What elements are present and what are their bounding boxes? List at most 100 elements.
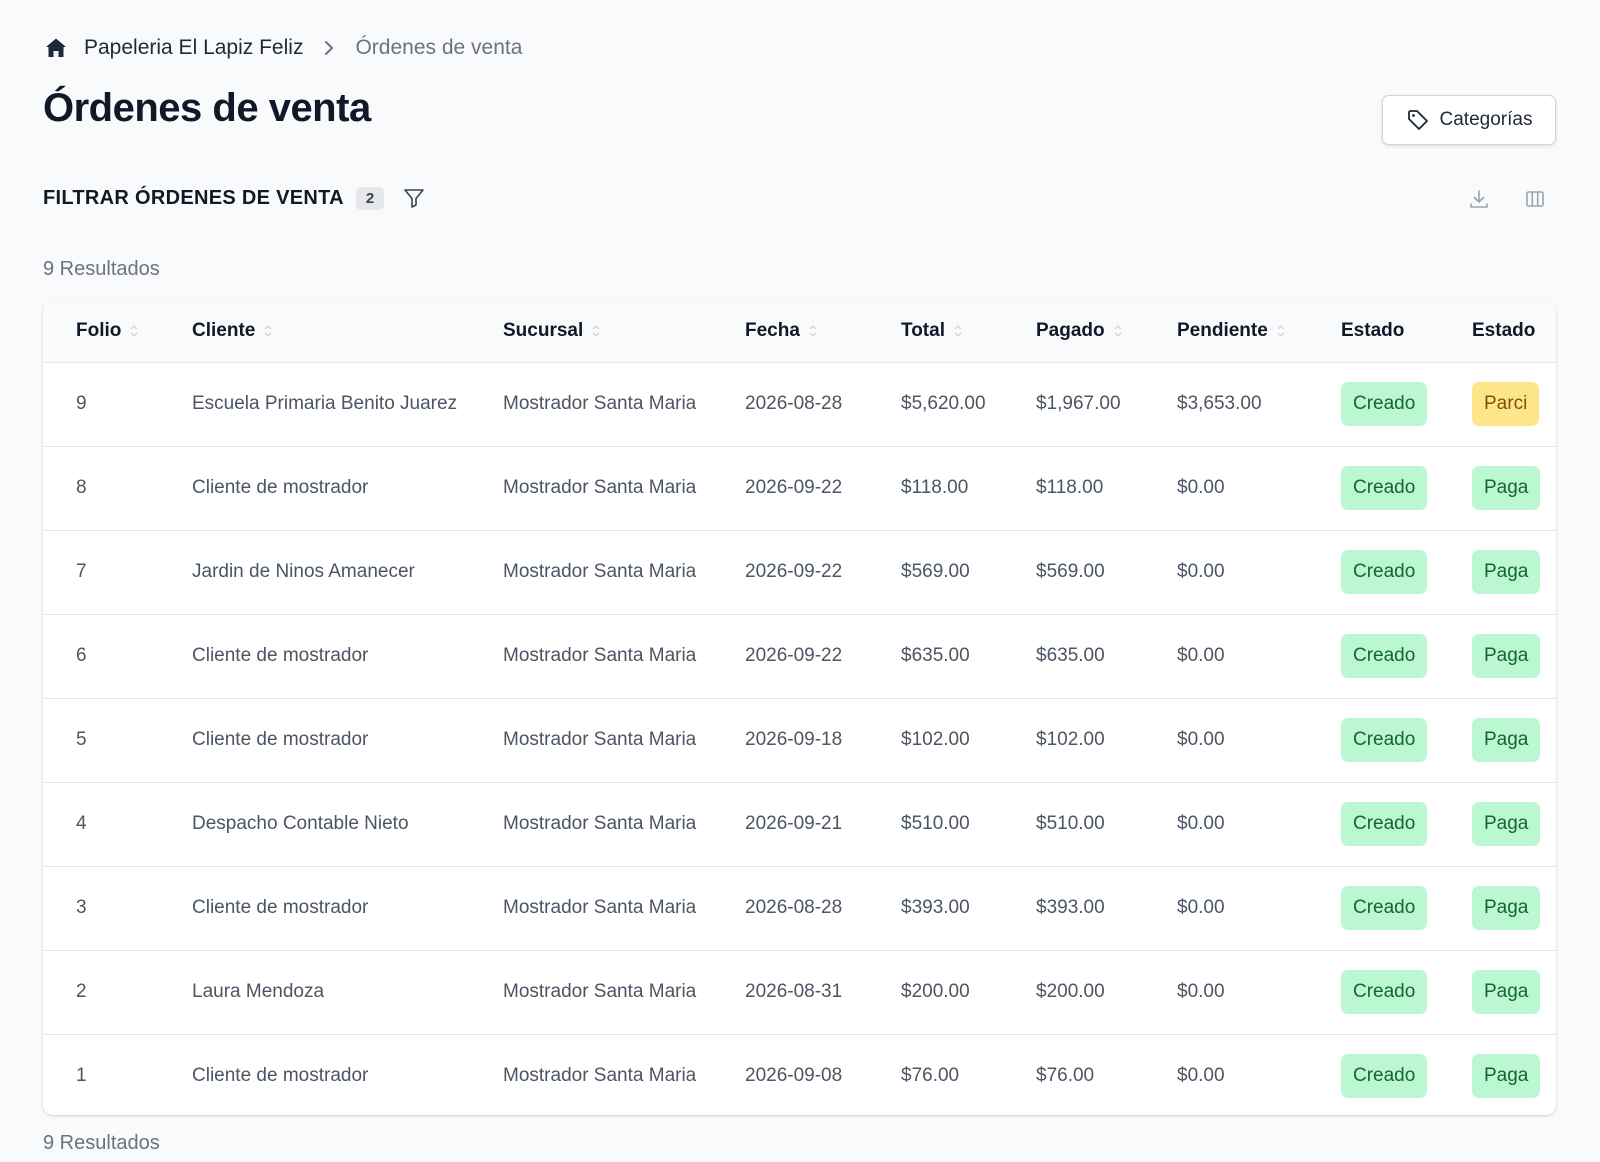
payment-status-badge: Paga [1472,970,1541,1014]
sort-icon[interactable] [1276,323,1286,339]
cell-folio: 9 [76,393,87,414]
cell-pagado: $76.00 [1036,1065,1095,1087]
cell-folio: 3 [76,897,87,918]
cell-fecha: 2026-08-28 [745,393,843,414]
cell-folio: 6 [76,645,87,666]
payment-status-badge: Paga [1472,886,1541,930]
payment-status-badge: Paga [1472,718,1541,762]
cell-sucursal: Mostrador Santa Maria [503,813,697,834]
sort-icon[interactable] [263,323,273,339]
status-badge: Creado [1341,970,1428,1014]
cell-fecha: 2026-08-28 [745,897,843,918]
cell-fecha: 2026-08-31 [745,981,843,1002]
cell-sucursal: Mostrador Santa Maria [503,897,697,918]
breadcrumb: Papeleria El Lapiz Feliz Órdenes de vent… [44,36,522,60]
cell-fecha: 2026-09-21 [745,813,843,834]
sort-icon[interactable] [1113,323,1123,339]
column-header-cliente[interactable]: Cliente [192,300,503,362]
column-header-pagado[interactable]: Pagado [1036,300,1177,362]
column-header-folio[interactable]: Folio [43,300,192,362]
cell-cliente: Cliente de mostrador [192,477,369,498]
column-header-estado: Estado [1341,319,1405,341]
cell-folio: 8 [76,477,87,498]
table-row[interactable]: 2 Laura Mendoza Mostrador Santa Maria 2026-… [43,950,1556,1034]
cell-pendiente: $0.00 [1177,645,1225,666]
table-row[interactable]: 3 Cliente de mostrador Mostrador Santa Mar… [43,866,1556,950]
status-badge: Creado [1341,886,1428,930]
sales-orders-table: Folio Cliente Sucursal Fecha Total Pagad… [43,300,1556,1115]
cell-pagado: $200.00 [1036,981,1105,1002]
table-row[interactable]: 9 Escuela Primaria Benito Juarez Mostrador… [43,362,1556,446]
categories-button-label: Categorías [1439,109,1533,130]
column-header-sucursal[interactable]: Sucursal [503,300,745,362]
table-row[interactable]: 8 Cliente de mostrador Mostrador Santa Mar… [43,446,1556,530]
payment-status-badge: Parci [1472,382,1540,426]
cell-folio: 7 [76,561,87,582]
cell-total: $76.00 [901,1065,960,1087]
funnel-icon[interactable] [402,186,426,210]
column-header-fecha[interactable]: Fecha [745,300,901,362]
status-badge: Creado [1341,466,1428,510]
cell-folio: 2 [76,981,87,1002]
cell-pagado: $569.00 [1036,561,1105,582]
cell-fecha: 2026-09-18 [745,729,843,750]
cell-sucursal: Mostrador Santa Maria [503,477,697,498]
status-badge: Creado [1341,634,1428,678]
cell-pendiente: $0.00 [1177,981,1225,1002]
status-badge: Creado [1341,550,1428,594]
column-header-pendiente[interactable]: Pendiente [1177,300,1341,362]
cell-cliente: Despacho Contable Nieto [192,813,409,834]
payment-status-badge: Paga [1472,550,1541,594]
chevron-right-icon [319,38,339,58]
cell-estado: Creado [1341,614,1472,698]
table-row[interactable]: 5 Cliente de mostrador Mostrador Santa Mar… [43,698,1556,782]
cell-sucursal: Mostrador Santa Maria [503,645,697,666]
tag-icon [1406,108,1430,132]
home-icon[interactable] [44,36,68,60]
cell-cliente: Cliente de mostrador [192,897,369,918]
columns-icon[interactable] [1524,188,1546,210]
cell-cliente: Escuela Primaria Benito Juarez [192,393,458,414]
cell-cliente: Jardin de Ninos Amanecer [192,561,415,582]
cell-sucursal: Mostrador Santa Maria [503,981,697,1002]
payment-status-badge: Paga [1472,802,1541,846]
cell-estado: Creado [1341,362,1472,446]
cell-pendiente: $3,653.00 [1177,393,1262,414]
results-count-footer: 9 Resultados [43,1132,160,1154]
status-badge: Creado [1341,718,1428,762]
cell-pagado: $1,967.00 [1036,393,1121,414]
breadcrumb-store-link[interactable]: Papeleria El Lapiz Feliz [84,36,304,59]
filter-title[interactable]: FILTRAR ÓRDENES DE VENTA [43,186,344,209]
cell-estado-pago: Paga [1472,782,1556,866]
cell-total: $393.00 [901,897,970,918]
column-header-total[interactable]: Total [901,300,1036,362]
filter-count-badge: 2 [355,186,385,210]
cell-estado-pago: Paga [1472,446,1556,530]
filter-bar: FILTRAR ÓRDENES DE VENTA 2 [43,186,426,210]
cell-pagado: $510.00 [1036,813,1105,834]
status-badge: Creado [1341,802,1428,846]
cell-pagado: $102.00 [1036,729,1105,750]
cell-estado: Creado [1341,866,1472,950]
table-header-row: Folio Cliente Sucursal Fecha Total Pagad… [43,300,1556,362]
table-row[interactable]: 7 Jardin de Ninos Amanecer Mostrador Santa… [43,530,1556,614]
table-row[interactable]: 6 Cliente de mostrador Mostrador Santa Mar… [43,614,1556,698]
cell-pendiente: $0.00 [1177,813,1225,834]
sort-icon[interactable] [953,323,963,339]
sort-icon[interactable] [808,323,818,339]
download-icon[interactable] [1468,188,1490,210]
sort-icon[interactable] [129,323,139,339]
cell-cliente: Laura Mendoza [192,981,325,1002]
cell-cliente: Cliente de mostrador [192,1065,369,1087]
sort-icon[interactable] [591,323,601,339]
cell-pagado: $118.00 [1036,477,1104,498]
cell-folio: 5 [76,729,87,750]
categories-button[interactable]: Categorías [1382,95,1556,145]
table-row[interactable]: 4 Despacho Contable Nieto Mostrador Santa … [43,782,1556,866]
cell-pendiente: $0.00 [1177,477,1225,498]
cell-total: $118.00 [901,477,969,498]
cell-total: $569.00 [901,561,970,582]
table-toolbar [1468,188,1546,210]
cell-total: $5,620.00 [901,393,986,414]
table-row[interactable]: 1 Cliente de mostrador Mostrador Santa Mar… [43,1034,1556,1115]
